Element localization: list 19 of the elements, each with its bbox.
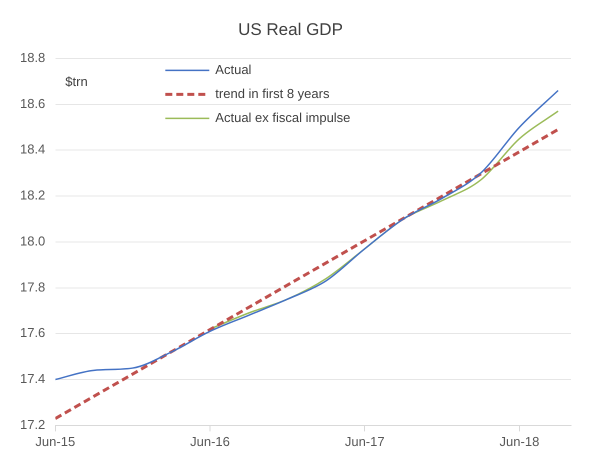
y-tick-label: 17.2 <box>20 416 46 432</box>
y-tick-label: 18.8 <box>20 50 46 65</box>
chart-title: US Real GDP <box>238 20 343 39</box>
y-tick-label: 17.6 <box>20 325 46 340</box>
legend-label: Actual <box>215 62 252 77</box>
x-tick-label: Jun-15 <box>35 434 76 449</box>
y-tick-label: 18.4 <box>20 142 46 157</box>
y-tick-label: 17.4 <box>20 371 46 386</box>
y-tick-label: 18.6 <box>20 96 46 111</box>
y-tick-label: 18.0 <box>20 233 46 248</box>
legend-label: Actual ex fiscal impulse <box>215 110 350 125</box>
x-tick-label: Jun-16 <box>190 434 230 449</box>
legend-label: trend in first 8 years <box>215 86 330 101</box>
x-tick-label: Jun-18 <box>500 434 540 449</box>
x-tick-label: Jun-17 <box>344 434 385 449</box>
y-tick-label: 17.8 <box>20 279 46 294</box>
y-tick-label: 18.2 <box>20 188 46 203</box>
line-series <box>55 90 559 380</box>
y-axis-title: $trn <box>65 74 88 89</box>
